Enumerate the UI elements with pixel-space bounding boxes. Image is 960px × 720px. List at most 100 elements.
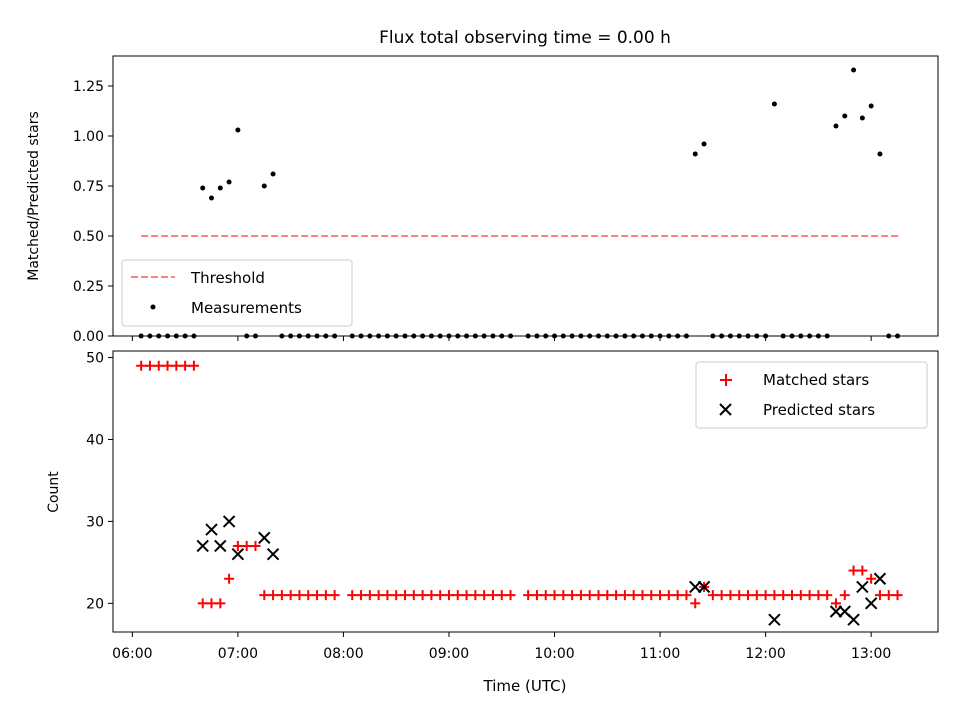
y-tick-label: 20 — [86, 596, 104, 612]
matched-star-point — [734, 590, 745, 601]
measurement-point — [657, 333, 663, 339]
matched-star-point — [839, 590, 850, 601]
measurement-point — [182, 333, 188, 339]
matched-star-point — [382, 590, 393, 601]
measurement-point — [868, 103, 874, 109]
measurement-point — [252, 333, 258, 339]
measurement-point — [226, 179, 232, 185]
measurement-point — [490, 333, 496, 339]
matched-star-point — [866, 573, 877, 584]
measurement-point — [552, 333, 558, 339]
matched-star-point — [602, 590, 613, 601]
matched-stars-points — [136, 360, 903, 609]
measurement-point — [455, 333, 461, 339]
measurement-point — [288, 333, 294, 339]
matched-star-point — [496, 590, 507, 601]
matched-star-point — [232, 540, 243, 551]
matched-star-point — [153, 360, 164, 371]
measurement-point — [560, 333, 566, 339]
measurement-point — [763, 333, 769, 339]
matched-star-point — [180, 360, 191, 371]
threshold-legend-label: Threshold — [190, 269, 265, 287]
matched-star-point — [531, 590, 542, 601]
x-tick-label: 08:00 — [323, 646, 363, 662]
matched-star-point — [575, 590, 586, 601]
matched-star-point — [188, 360, 199, 371]
matched-star-point — [795, 590, 806, 601]
matched-star-point — [892, 590, 903, 601]
measurement-point — [437, 333, 443, 339]
x-tick-label: 06:00 — [112, 646, 152, 662]
matched-star-point — [523, 590, 534, 601]
top-y-axis-label: Matched/Predicted stars — [26, 111, 42, 281]
matched-star-point — [505, 590, 516, 601]
matched-star-point — [786, 590, 797, 601]
matched-star-point — [830, 598, 841, 609]
matched-star-point — [663, 590, 674, 601]
matched-star-point — [241, 540, 252, 551]
measurement-point — [428, 333, 434, 339]
predicted-star-point — [856, 580, 869, 594]
matched-star-point — [250, 540, 261, 551]
measurement-point — [727, 333, 733, 339]
measurement-point — [622, 333, 628, 339]
measurement-point — [683, 333, 689, 339]
matched-star-point — [303, 590, 314, 601]
y-tick-label: 0.50 — [73, 229, 104, 245]
matched-star-point — [224, 573, 235, 584]
measurement-point — [305, 333, 311, 339]
measurement-point — [789, 333, 795, 339]
predicted-star-point — [205, 523, 218, 536]
measurement-point — [525, 333, 531, 339]
measurement-point — [279, 333, 285, 339]
y-tick-label: 30 — [86, 514, 104, 530]
measurement-point — [692, 151, 698, 157]
measurement-point — [754, 333, 760, 339]
predicted-star-point — [847, 613, 860, 626]
matched-star-point — [294, 590, 305, 601]
measurement-point — [332, 333, 338, 339]
matched-star-point — [813, 590, 824, 601]
y-tick-label: 1.25 — [73, 79, 104, 95]
matched-star-point — [672, 590, 683, 601]
measurement-point — [710, 333, 716, 339]
measurement-point — [859, 115, 865, 121]
matched-star-point — [268, 590, 279, 601]
measurement-point — [191, 333, 197, 339]
matched-star-point — [567, 590, 578, 601]
matched-star-point — [707, 590, 718, 601]
matched-star-point — [874, 590, 885, 601]
matched-star-point — [857, 565, 868, 576]
measurement-point — [824, 333, 830, 339]
measurement-point — [499, 333, 505, 339]
bottom-x-ticks: 06:00 07:00 08:00 09:00 10:00 11:00 12:00 13:00 — [112, 632, 891, 662]
y-tick-label: 0.75 — [73, 179, 104, 195]
x-tick-label: 11:00 — [640, 646, 680, 662]
matched-star-point — [822, 590, 833, 601]
predicted-star-point — [873, 572, 887, 585]
x-tick-label: 13:00 — [851, 646, 891, 662]
measurement-point — [367, 333, 373, 339]
measurement-point — [156, 333, 162, 339]
predicted-star-point — [196, 539, 209, 553]
measurement-point — [701, 141, 707, 147]
predicted-stars-points — [196, 515, 887, 626]
measurement-point — [261, 183, 267, 189]
matched-star-point — [769, 590, 780, 601]
x-tick-label: 10:00 — [534, 646, 574, 662]
matched-star-point — [655, 590, 666, 601]
measurement-point — [147, 333, 153, 339]
matched-star-point — [883, 590, 894, 601]
predicted-star-point — [697, 580, 711, 594]
matched-star-point — [628, 590, 639, 601]
predicted-star-point — [222, 515, 236, 528]
matched-star-point — [426, 590, 437, 601]
measurement-point — [886, 333, 892, 339]
matched-star-point — [637, 590, 648, 601]
measurement-point — [270, 171, 276, 177]
measurement-point — [842, 113, 848, 119]
measurement-point — [578, 333, 584, 339]
measurement-point — [200, 185, 206, 191]
matched-star-point — [593, 590, 604, 601]
top-legend: Threshold Measurements — [121, 259, 353, 327]
